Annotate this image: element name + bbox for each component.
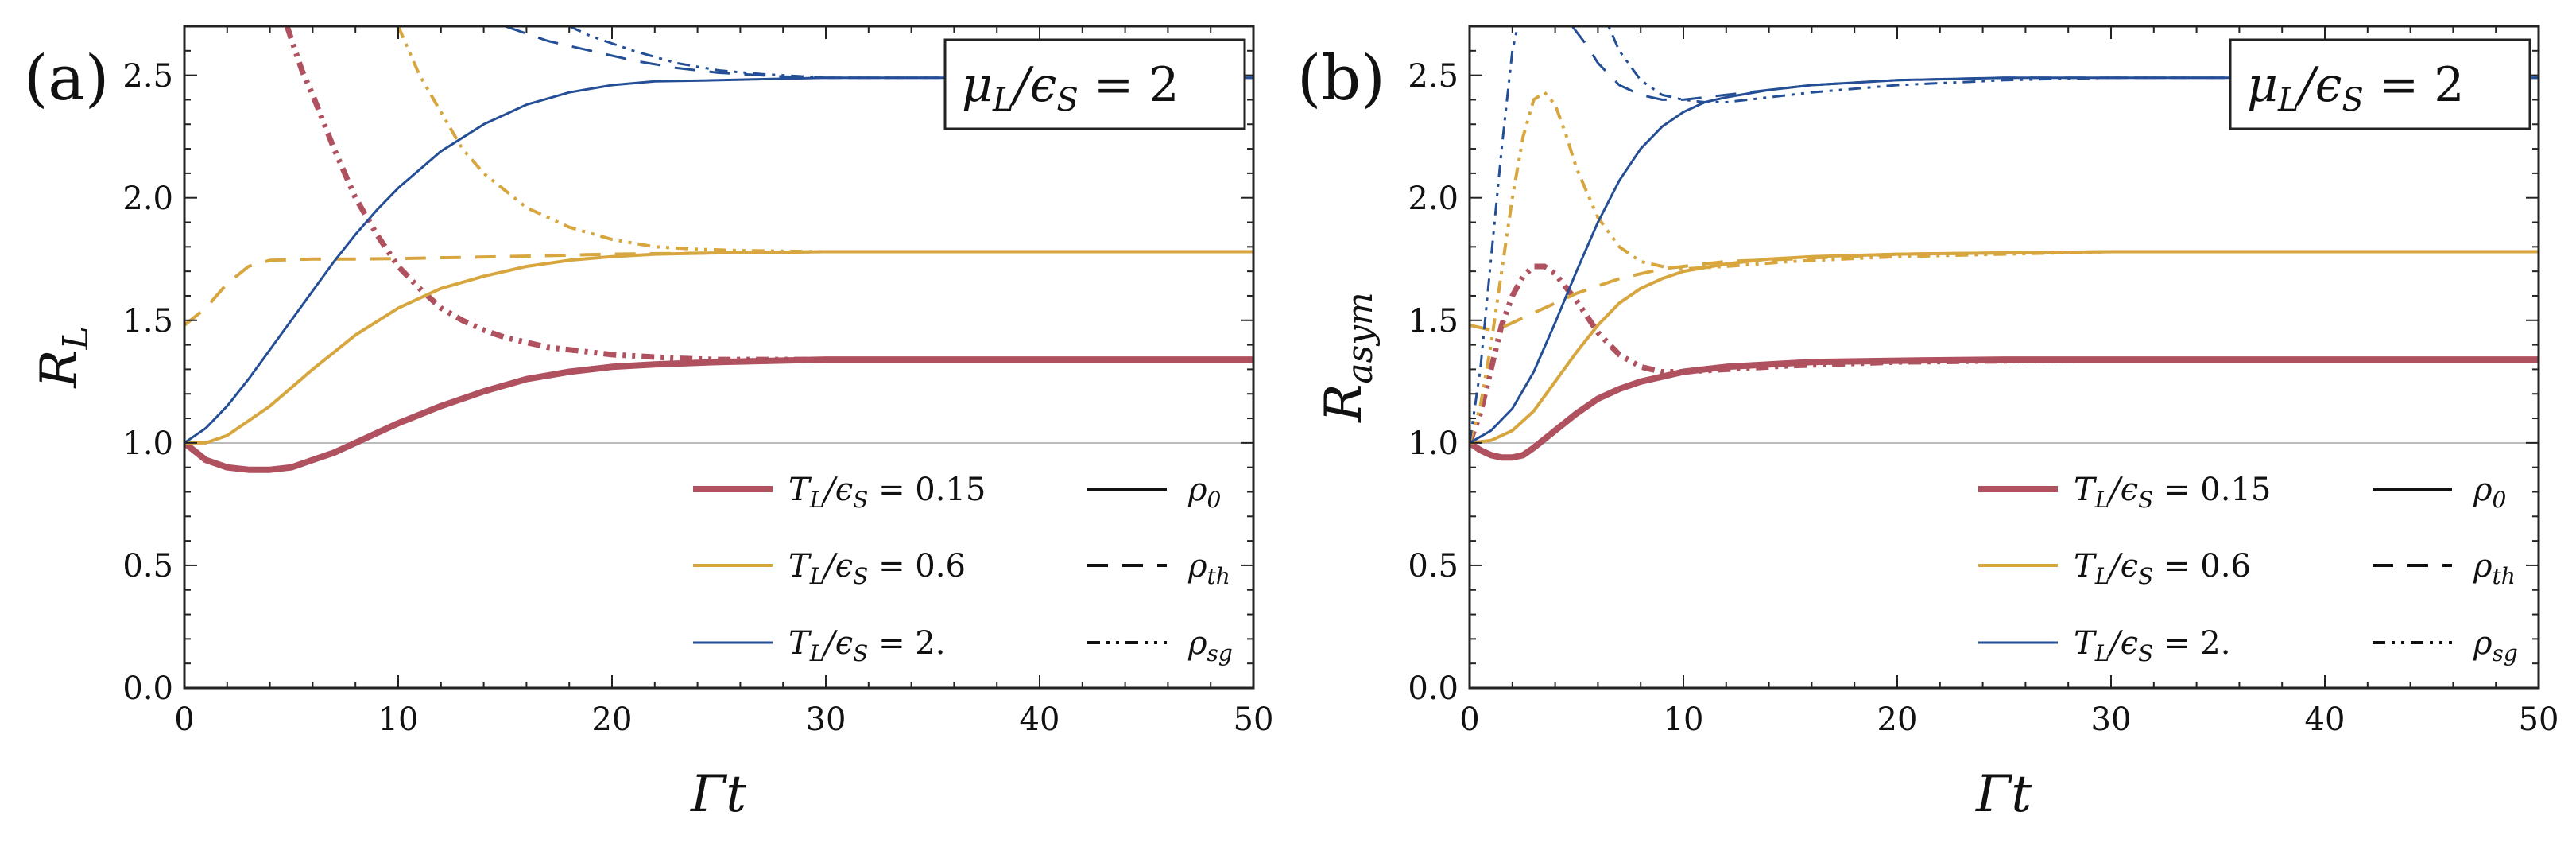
y-tick-label: 1.5 [122, 303, 173, 340]
x-tick-label: 40 [1020, 701, 1060, 738]
legend-label: TL/ϵS = 2. [2074, 625, 2230, 666]
legend-label: ρ0 [2473, 472, 2506, 513]
y-tick-label: 2.5 [1408, 58, 1458, 95]
series-group [184, 26, 1253, 473]
x-tick-label: 10 [378, 701, 419, 738]
series-line-gold-solid [184, 250, 1253, 445]
series-line-blue-solid [184, 76, 1253, 445]
legend: TL/ϵS = 0.15 TL/ϵS = 0.6 TL/ϵS = 2. ρ0 ρ… [1978, 472, 2518, 666]
y-axis-label: Rasym [1315, 292, 1381, 423]
x-tick-label: 30 [2091, 701, 2132, 738]
panel-a: (a) 0 10 20 30 40 50 0.0 0.5 1.0 1.5 2.0… [24, 25, 1274, 824]
x-tick-label: 0 [1459, 701, 1479, 738]
legend-label: ρsg [2473, 625, 2518, 666]
y-tick-label: 0.5 [1408, 548, 1458, 585]
x-axis-label: Γt [690, 765, 746, 824]
series-line-gold-dashdot [1470, 91, 2539, 444]
legend-label: TL/ϵS = 0.6 [788, 548, 966, 589]
y-tick-label: 1.5 [1408, 303, 1458, 340]
legend-label: TL/ϵS = 2. [788, 625, 945, 666]
y-tick-label: 2.0 [1408, 181, 1458, 217]
parameter-box: μL/ϵS = 2 [2229, 38, 2531, 130]
series-line-blue-dashdot [568, 26, 1253, 80]
x-tick-label: 10 [1664, 701, 1704, 738]
legend-label: ρth [2473, 548, 2516, 589]
legend-label: TL/ϵS = 0.15 [788, 472, 986, 513]
y-tick-label: 0.5 [122, 548, 173, 585]
y-tick-label: 0.0 [122, 670, 173, 707]
series-line-blue-dashdot [1470, 26, 2539, 444]
x-tick-label: 0 [174, 701, 194, 738]
y-axis-label: RL [30, 326, 96, 388]
series-line-blue-dashed [505, 26, 1253, 80]
tick-marks [184, 25, 1254, 689]
x-axis-label: Γt [1975, 765, 2032, 824]
legend: TL/ϵS = 0.15 TL/ϵS = 0.6 TL/ϵS = 2. ρ0 ρ… [693, 472, 1233, 666]
series-line-red-dashdot [1470, 263, 2539, 445]
y-tick-label: 2.0 [122, 181, 173, 217]
y-tick-label: 2.5 [122, 58, 173, 95]
legend-label: ρth [1187, 548, 1230, 589]
plot-frame [183, 25, 1255, 690]
x-tick-label: 30 [806, 701, 846, 738]
legend-label: ρsg [1187, 625, 1233, 666]
series-line-gold-dashed [1470, 250, 2539, 332]
panel-label: (b) [1297, 43, 1385, 115]
series-line-blue-dashed [1571, 26, 2539, 101]
tick-marks [1469, 25, 2539, 689]
legend-label: ρ0 [1187, 472, 1221, 513]
plot-frame [1468, 25, 2540, 690]
panel-label: (a) [24, 43, 109, 115]
series-line-gold-dashdot [397, 26, 1253, 254]
series-group [1470, 26, 2539, 461]
x-tick-label: 50 [1234, 701, 1274, 738]
series-line-gold-solid [1470, 250, 2539, 445]
legend-label: TL/ϵS = 0.6 [2074, 548, 2251, 589]
y-tick-label: 1.0 [122, 425, 173, 462]
x-tick-label: 20 [592, 701, 633, 738]
x-tick-label: 50 [2519, 701, 2559, 738]
series-line-red-dashdot [284, 26, 1253, 363]
x-tick-label: 20 [1877, 701, 1918, 738]
x-tick-label: 40 [2305, 701, 2346, 738]
svg-text:μL/ϵS = 2: μL/ϵS = 2 [2247, 57, 2464, 118]
series-line-red-solid [184, 356, 1253, 473]
series-line-gold-dashed [184, 250, 1253, 327]
parameter-box: μL/ϵS = 2 [943, 38, 1246, 130]
panel-b: (b) 0 10 20 30 40 50 0.0 0.5 1.0 1.5 2.0… [1297, 25, 2559, 824]
legend-label: TL/ϵS = 0.15 [2074, 472, 2271, 513]
svg-text:μL/ϵS = 2: μL/ϵS = 2 [962, 57, 1179, 118]
y-tick-label: 0.0 [1408, 670, 1458, 707]
y-tick-label: 1.0 [1408, 425, 1458, 462]
